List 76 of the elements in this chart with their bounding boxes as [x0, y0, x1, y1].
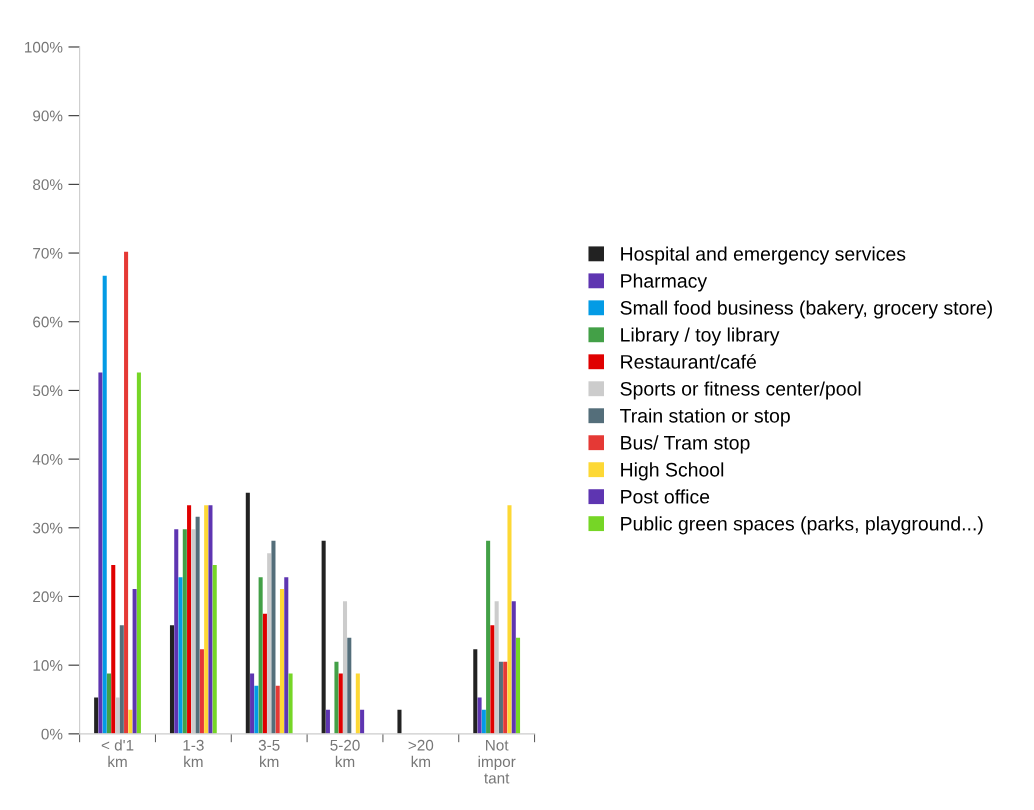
bar: [498, 661, 503, 734]
bar: [503, 661, 508, 734]
x-tick-label: < d'1 km: [101, 739, 134, 767]
y-tick-label: 60%: [33, 316, 63, 328]
legend-label: Train station or stop: [620, 408, 790, 427]
bar: [347, 637, 352, 734]
bar: [178, 577, 183, 734]
bar: [111, 564, 116, 734]
bar: [279, 588, 285, 734]
bar: [473, 649, 478, 734]
y-tick-label: 100%: [25, 41, 63, 53]
x-tick-label: 3-5 km: [258, 739, 280, 767]
bar: [338, 673, 343, 734]
bar: [136, 372, 141, 734]
legend-label: Restaurant/café: [621, 354, 756, 369]
bar: [288, 673, 293, 734]
bar: [245, 492, 250, 734]
y-tick-label: 80%: [33, 179, 63, 191]
bar: [169, 625, 175, 734]
bar: [174, 529, 179, 734]
bar: [187, 505, 192, 734]
bar: [102, 275, 107, 734]
bar: [271, 540, 276, 734]
bar: [254, 685, 259, 734]
legend-label: Small food business (bakery, grocery store): [620, 300, 992, 319]
bar: [275, 685, 280, 734]
bar: [284, 577, 289, 734]
legend-label: Hospital and emergency services: [621, 246, 906, 265]
bar: [397, 709, 402, 734]
bar: [94, 697, 99, 734]
bar: [98, 372, 103, 734]
bar: [507, 505, 512, 734]
bar: [199, 649, 204, 734]
bar: [262, 613, 267, 734]
bar: [477, 697, 482, 734]
bar: [119, 625, 124, 734]
y-tick-label: 70%: [33, 247, 63, 259]
legend-label: High School: [621, 462, 724, 481]
bar: [258, 577, 263, 734]
bar: [516, 637, 521, 734]
y-tick-label: 90%: [33, 110, 63, 122]
bar: [132, 588, 137, 734]
x-tick-label: >20 km: [408, 739, 434, 767]
y-tick-label: 0%: [41, 728, 63, 740]
x-tick-label: 1-3 km: [183, 739, 204, 767]
bar: [128, 709, 133, 734]
bar: [321, 540, 326, 734]
legend-label: Library / toy library: [621, 327, 780, 346]
bar: [106, 673, 112, 734]
legend-label: Pharmacy: [621, 273, 708, 292]
legend-label: Post office: [621, 489, 710, 504]
bar: [212, 564, 217, 734]
y-tick-label: 50%: [32, 385, 63, 397]
bar: [195, 516, 200, 734]
bar: [250, 673, 255, 734]
bar: [182, 529, 187, 734]
legend-label: Public green spaces (parks, playground...): [621, 516, 983, 535]
bar: [486, 540, 491, 734]
bar: [334, 661, 339, 734]
legend-label: Bus/ Tram stop: [621, 435, 750, 454]
x-tick-label: 5-20 km: [330, 739, 360, 767]
bar: [355, 673, 360, 734]
bar: [360, 709, 365, 734]
bar: [511, 601, 516, 734]
bar: [208, 505, 213, 734]
y-tick-label: 30%: [32, 522, 63, 534]
bar: [204, 505, 209, 734]
bar: [124, 251, 129, 734]
x-tick-label: Not impor tant: [478, 739, 516, 784]
bar: [481, 709, 486, 734]
y-tick-label: 40%: [32, 453, 63, 465]
bar: [325, 709, 330, 734]
y-tick-label: 10%: [33, 660, 63, 671]
legend-label: Sports or fitness center/pool: [620, 381, 861, 400]
y-tick-label: 20%: [33, 591, 63, 603]
bar: [490, 625, 495, 734]
